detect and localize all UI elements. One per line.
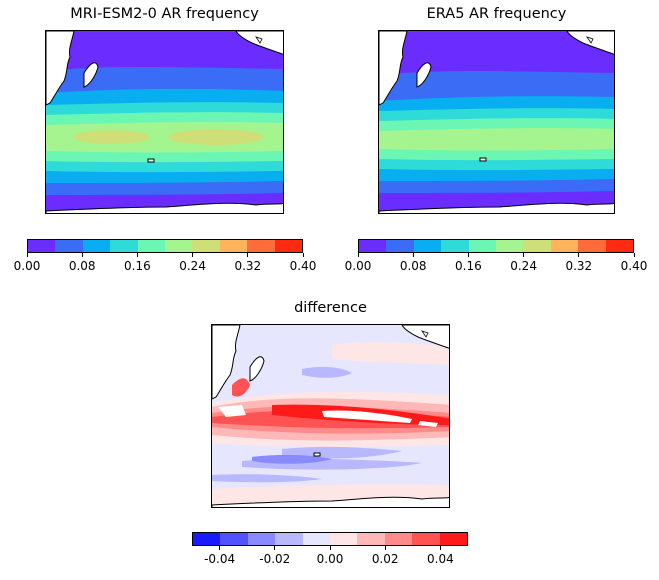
colorbar-segment	[386, 240, 414, 252]
colorbar-tick-mark	[247, 253, 249, 257]
colorbar-tick-mark	[219, 546, 221, 550]
colorbar-tick-mark	[578, 253, 580, 257]
colorbar-tick-mark	[329, 546, 331, 550]
colorbar-tick-label: 0.40	[289, 259, 317, 273]
colorbar-tick-label: 0.00	[13, 259, 41, 273]
colorbar-segment	[439, 533, 468, 545]
colorbar-tick-label: 0.32	[565, 259, 593, 273]
panel3-title: difference	[294, 300, 367, 316]
colorbar-segment	[550, 240, 579, 252]
colorbar-tick-label: -0.04	[204, 552, 236, 566]
colorbar-segment	[55, 240, 83, 252]
colorbar-tick-mark	[384, 546, 386, 550]
panel3-colorbar	[192, 532, 468, 546]
colorbar-segment	[578, 240, 606, 252]
colorbar-segment	[193, 533, 221, 545]
colorbar-tick-label: 0.08	[68, 259, 96, 273]
colorbar-segment	[468, 240, 497, 252]
colorbar-segment	[441, 240, 469, 252]
colorbar-tick-label: 0.16	[124, 259, 151, 273]
colorbar-segment	[220, 533, 248, 545]
colorbar-segment	[165, 240, 193, 252]
colorbar-tick-label: 0.02	[371, 552, 399, 566]
colorbar-segment	[192, 240, 220, 252]
colorbar-segment	[496, 240, 524, 252]
colorbar-tick-label: 0.04	[427, 552, 454, 566]
colorbar-segment	[523, 240, 551, 252]
colorbar-segment	[82, 240, 111, 252]
colorbar-tick-label: 0.00	[316, 552, 344, 566]
colorbar-tick-label: 0.32	[234, 259, 262, 273]
colorbar-segment	[384, 533, 413, 545]
panel1-map	[45, 30, 284, 214]
colorbar-tick-label: 0.40	[620, 259, 648, 273]
colorbar-tick-mark	[439, 546, 441, 550]
colorbar-tick-label: 0.24	[179, 259, 206, 273]
colorbar-tick-mark	[467, 253, 469, 257]
colorbar-tick-mark	[192, 253, 194, 257]
colorbar-segment	[302, 533, 331, 545]
colorbar-segment	[357, 533, 385, 545]
colorbar-segment	[605, 240, 634, 252]
panel3-map	[211, 324, 450, 508]
colorbar-segment	[413, 240, 442, 252]
colorbar-tick-label: 0.00	[344, 259, 372, 273]
colorbar-tick-label: 0.08	[399, 259, 427, 273]
panel1-colorbar	[27, 239, 303, 253]
colorbar-tick-mark	[274, 546, 276, 550]
colorbar-tick-mark	[633, 253, 635, 257]
colorbar-segment	[330, 533, 358, 545]
colorbar-segment	[275, 533, 303, 545]
colorbar-segment	[219, 240, 248, 252]
panel2-title: ERA5 AR frequency	[426, 6, 567, 22]
panel1-title: MRI-ESM2-0 AR frequency	[70, 6, 259, 22]
colorbar-segment	[28, 240, 56, 252]
colorbar-tick-mark	[136, 253, 138, 257]
colorbar-segment	[274, 240, 303, 252]
colorbar-tick-mark	[523, 253, 525, 257]
colorbar-tick-mark	[412, 253, 414, 257]
colorbar-tick-label: 0.16	[455, 259, 482, 273]
colorbar-tick-label: -0.02	[259, 552, 291, 566]
colorbar-tick-mark	[81, 253, 83, 257]
panel2-map	[378, 30, 615, 214]
colorbar-segment	[412, 533, 440, 545]
panel2-colorbar	[358, 239, 634, 253]
colorbar-segment	[247, 533, 276, 545]
colorbar-segment	[137, 240, 166, 252]
colorbar-segment	[110, 240, 138, 252]
colorbar-segment	[247, 240, 275, 252]
colorbar-tick-mark	[26, 253, 28, 257]
colorbar-segment	[359, 240, 387, 252]
colorbar-tick-label: 0.24	[510, 259, 537, 273]
colorbar-tick-mark	[357, 253, 359, 257]
colorbar-tick-mark	[302, 253, 304, 257]
